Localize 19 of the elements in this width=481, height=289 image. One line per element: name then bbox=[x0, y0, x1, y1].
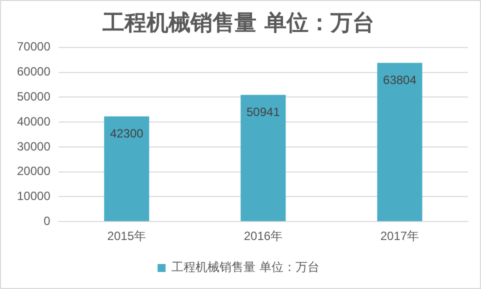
y-tick-label: 60000 bbox=[16, 64, 51, 79]
y-tick-label: 40000 bbox=[16, 114, 51, 128]
legend-label: 工程机械销售量 单位：万台 bbox=[172, 260, 320, 274]
x-tick-label: 2017年 bbox=[380, 229, 420, 244]
y-tick-label: 50000 bbox=[16, 89, 51, 104]
data-label: 63804 bbox=[383, 73, 417, 88]
y-tick-label: 70000 bbox=[16, 40, 51, 54]
chart-title: 工程机械销售量 单位：万台 bbox=[102, 10, 374, 36]
y-tick-label: 0 bbox=[44, 214, 51, 228]
y-tick-label: 20000 bbox=[16, 164, 51, 178]
data-label: 42300 bbox=[110, 126, 144, 141]
x-tick-label: 2015年 bbox=[107, 229, 146, 244]
y-tick-label: 10000 bbox=[16, 189, 51, 204]
y-tick-label: 30000 bbox=[16, 139, 51, 154]
x-tick-label: 2016年 bbox=[244, 229, 283, 244]
data-label: 50941 bbox=[246, 105, 280, 120]
bar bbox=[104, 116, 150, 222]
bar bbox=[377, 62, 422, 222]
bar bbox=[240, 94, 286, 222]
